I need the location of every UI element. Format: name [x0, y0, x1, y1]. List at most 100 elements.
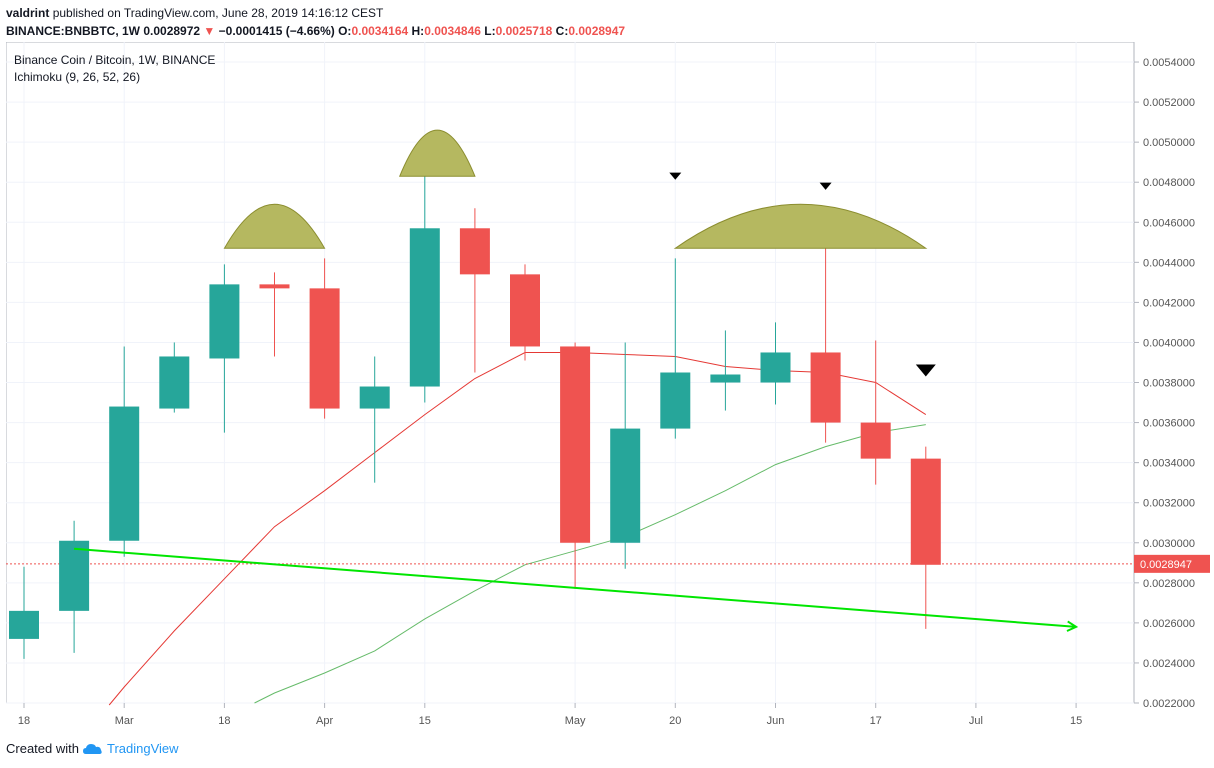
y-tick-label: 0.0024000	[1143, 658, 1195, 670]
symbol-label: BINANCE:BNBBTC, 1W	[6, 24, 140, 38]
y-tick-label: 0.0022000	[1143, 698, 1195, 710]
y-tick-label: 0.0052000	[1143, 97, 1195, 109]
x-tick-label: 20	[669, 715, 681, 727]
x-tick-label: 18	[18, 715, 30, 727]
y-tick-label: 0.0026000	[1143, 618, 1195, 630]
y-tick-label: 0.0044000	[1143, 257, 1195, 269]
candle-body	[9, 610, 39, 639]
candle-body	[59, 540, 90, 611]
price-axis[interactable]: 0.0022000 0.0024000 0.0026000 0.0028000 0.00…	[1134, 57, 1210, 710]
conversion-line	[108, 352, 927, 706]
close-label: C:	[555, 24, 569, 38]
candle-body	[760, 352, 791, 383]
candle	[9, 566, 39, 659]
candle-body	[610, 428, 641, 543]
candle-body	[259, 284, 290, 289]
y-tick-label: 0.0036000	[1143, 418, 1195, 430]
candle-body	[560, 346, 591, 543]
y-tick-label: 0.0028000	[1143, 578, 1195, 590]
candlestick-chart[interactable]: 0.0022000 0.0024000 0.0026000 0.0028000 0.00…	[5, 41, 1210, 732]
y-tick-label: 0.0034000	[1143, 458, 1195, 470]
candles-group	[9, 176, 941, 659]
x-tick-label: Apr	[316, 715, 333, 727]
y-tick-label: 0.0042000	[1143, 297, 1195, 309]
candle-body	[810, 352, 841, 423]
x-tick-label: 15	[1070, 715, 1082, 727]
legend-pair: Binance Coin / Bitcoin, 1W, BINANCE	[14, 53, 215, 67]
arc-shape	[399, 129, 476, 177]
last-price-tag-bg	[1134, 554, 1210, 573]
down-arrow-icon: ▼	[203, 24, 216, 38]
chart-header: valdrint published on TradingView.com, J…	[6, 4, 625, 40]
y-tick-label: 0.0050000	[1143, 137, 1195, 149]
candle	[259, 272, 290, 357]
tradingview-brand[interactable]: TradingView	[106, 741, 179, 756]
chart-area[interactable]: 0.0022000 0.0024000 0.0026000 0.0028000 0.00…	[5, 41, 1210, 732]
down-triangle-icon	[819, 182, 832, 190]
candle	[760, 322, 791, 405]
last-price-tag: 0.0028947	[1134, 554, 1210, 573]
high-label: H:	[411, 24, 425, 38]
candle-body	[209, 284, 240, 359]
trendline-arrow-icon	[1066, 620, 1079, 632]
low-value: 0.0025718	[495, 24, 553, 38]
created-with-text: Created with	[6, 741, 79, 756]
x-tick-label: 15	[419, 715, 431, 727]
y-tick-label: 0.0046000	[1143, 217, 1195, 229]
x-tick-label: 18	[218, 715, 230, 727]
candle	[810, 244, 841, 443]
published-text: published on TradingView.com, June 28, 2…	[52, 6, 384, 20]
candle-body	[409, 228, 440, 387]
y-tick-label: 0.0030000	[1143, 538, 1195, 550]
drawings-group	[74, 129, 1079, 632]
candle-body	[860, 422, 891, 459]
time-axis[interactable]: 18 Mar 18 Apr 15 May 20 Jun 17 Jul 15	[18, 703, 1082, 727]
candle	[510, 264, 540, 361]
candle	[860, 340, 891, 485]
y-tick-label: 0.0032000	[1143, 498, 1195, 510]
x-tick-label: Mar	[115, 715, 134, 727]
candle	[610, 342, 641, 569]
down-triangle-icon	[669, 172, 682, 180]
candle	[910, 446, 941, 629]
publish-line: valdrint published on TradingView.com, J…	[6, 4, 625, 22]
open-label: O:	[338, 24, 352, 38]
candle-body	[660, 372, 691, 429]
low-label: L:	[484, 24, 496, 38]
candle	[560, 342, 591, 589]
x-tick-label: Jun	[767, 715, 785, 727]
legend-indicator: Ichimoku (9, 26, 52, 26)	[14, 70, 140, 84]
footer: Created with TradingView	[6, 741, 179, 756]
arc-shape	[223, 204, 326, 249]
close-value: 0.0028947	[568, 24, 626, 38]
candle	[459, 208, 490, 373]
candle-body	[309, 288, 340, 409]
y-tick-label: 0.0038000	[1143, 378, 1195, 390]
x-tick-label: May	[565, 715, 586, 727]
ohlc-line: BINANCE:BNBBTC, 1W 0.0028972 ▼ −0.000141…	[6, 22, 625, 40]
high-value: 0.0034846	[424, 24, 481, 38]
down-triangle-icon	[915, 364, 936, 377]
candle	[209, 264, 240, 433]
candle-body	[359, 386, 390, 409]
y-tick-label: 0.0048000	[1143, 177, 1195, 189]
x-tick-label: Jul	[969, 715, 983, 727]
candle-body	[710, 374, 741, 383]
candle	[660, 258, 691, 439]
candle	[309, 258, 340, 419]
candle	[159, 342, 190, 413]
author-name[interactable]: valdrint	[6, 6, 50, 20]
x-tick-label: 17	[870, 715, 882, 727]
candle-body	[459, 228, 490, 275]
candle-body	[109, 406, 140, 541]
arc-shape	[673, 203, 928, 249]
candle	[710, 330, 741, 411]
candle-body	[510, 274, 540, 347]
y-tick-label: 0.0040000	[1143, 337, 1195, 349]
candle	[59, 520, 90, 653]
last-price-tag-label: 0.0028947	[1140, 559, 1192, 571]
candle-body	[159, 356, 190, 409]
price-change: −0.0001415 (−4.66%)	[218, 24, 335, 38]
trendline	[74, 547, 1077, 628]
y-tick-label: 0.0054000	[1143, 57, 1195, 69]
